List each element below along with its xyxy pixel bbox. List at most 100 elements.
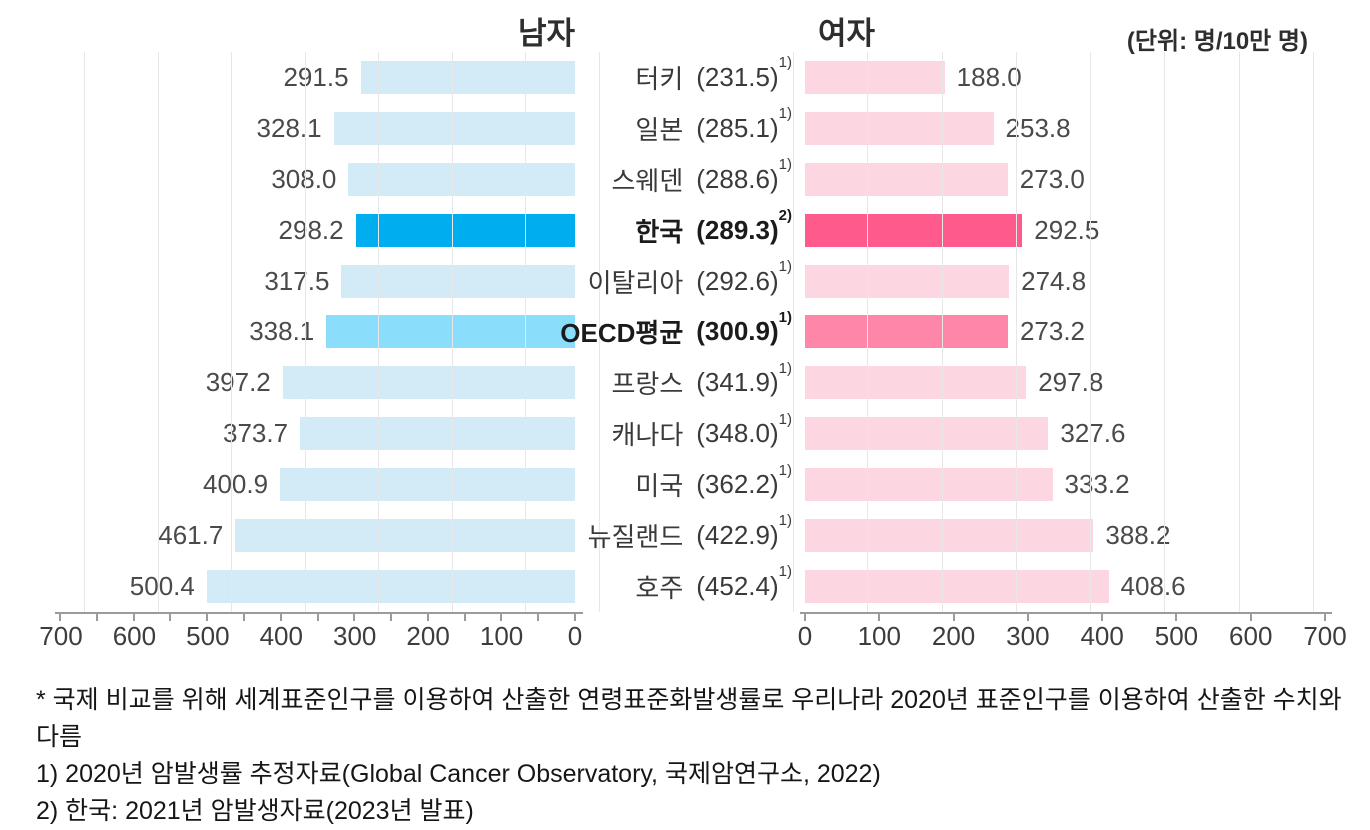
vertical-gridline — [1164, 52, 1166, 612]
men-axis-tick-label: 500 — [186, 621, 230, 651]
country-overall-value: (300.9)1) — [696, 308, 792, 347]
cancer-incidence-bilateral-chart: 남자 여자 (단위: 명/10만 명) 291.5 328.1 308.0 298.2… — [36, 16, 1347, 825]
vertical-gridline — [867, 52, 869, 612]
women-bar-row: 388.2 — [805, 510, 1325, 561]
men-value-label: 500.4 — [129, 571, 195, 602]
country-overall-value: (348.0)1) — [696, 410, 792, 449]
country-overall-value: (231.5)1) — [696, 54, 792, 92]
women-value-label: 333.2 — [1064, 469, 1130, 500]
women-bar — [805, 417, 1049, 451]
footnote-line: * 국제 비교를 위해 세계표준인구를 이용하여 산출한 연령표준화발생률로 우… — [36, 686, 1342, 751]
women-series-title: 여자 — [818, 16, 876, 51]
women-bar — [805, 213, 1023, 247]
country-overall-value: (422.9)1) — [696, 512, 792, 551]
women-value-label: 273.2 — [1019, 316, 1086, 347]
vertical-gridline — [304, 52, 306, 612]
vertical-gridline — [157, 52, 159, 612]
axis-tick — [132, 612, 135, 621]
women-axis-tick-label: 300 — [1006, 621, 1050, 651]
vertical-gridline — [1090, 52, 1092, 612]
footnote-ref: 1) — [778, 105, 792, 123]
footnote-line: 1) 2020년 암발생률 추정자료(Global Cancer Observa… — [36, 760, 881, 788]
men-bar — [355, 213, 575, 247]
footnote-ref: 1) — [778, 257, 792, 275]
women-bar — [805, 315, 1008, 349]
women-bar — [805, 468, 1053, 502]
women-bar — [805, 264, 1010, 298]
men-bar — [360, 60, 575, 94]
country-name: 이탈리아 — [587, 267, 684, 298]
footnote-ref: 1) — [778, 563, 792, 581]
men-value-label: 291.5 — [283, 61, 349, 92]
women-value-label: 327.6 — [1060, 418, 1126, 449]
footnote-ref: 1) — [778, 308, 792, 326]
vertical-gridline — [84, 52, 86, 612]
country-overall-value: (362.2)1) — [696, 461, 792, 500]
country-row: 프랑스 (341.9)1) — [575, 357, 805, 408]
women-axis-tick-label: 200 — [931, 621, 976, 651]
women-value-label: 188.0 — [956, 61, 1022, 92]
axis-tick — [353, 612, 356, 621]
axis-tick — [500, 612, 503, 621]
men-bar — [235, 519, 575, 553]
country-name: 일본 — [635, 114, 684, 145]
axis-tick — [463, 612, 466, 621]
axis-tick — [952, 612, 955, 621]
country-row: 스웨덴 (288.6)1) — [575, 154, 805, 205]
men-bar-row: 461.7 — [60, 510, 575, 561]
women-axis-tick-label: 0 — [797, 621, 813, 651]
axis-tick — [206, 612, 209, 621]
country-name: 터키 — [635, 63, 684, 94]
men-bar — [348, 162, 575, 196]
women-bar-row: 333.2 — [805, 459, 1325, 510]
vertical-gridline — [941, 52, 943, 612]
men-bar-row: 298.2 — [60, 205, 575, 256]
women-axis-tick-label: 400 — [1080, 621, 1124, 651]
men-bar-row: 373.7 — [60, 408, 575, 459]
men-bar-row: 308.0 — [60, 154, 575, 205]
men-value-label: 400.9 — [202, 469, 269, 500]
men-bar-row: 400.9 — [60, 459, 575, 510]
men-value-label: 461.7 — [158, 520, 224, 551]
country-overall-value: (341.9)1) — [696, 359, 792, 398]
country-row: OECD평균 (300.9)1) — [560, 307, 805, 358]
women-bar-row: 188.0 — [805, 52, 1325, 103]
country-row: 캐나다 (348.0)1) — [575, 408, 805, 459]
women-bar-row: 297.8 — [805, 357, 1325, 408]
women-bar — [805, 519, 1094, 553]
footnote-ref: 1) — [778, 512, 792, 530]
country-row: 이탈리아 (292.6)1) — [575, 256, 805, 307]
vertical-gridline — [451, 52, 453, 612]
footnote-ref: 1) — [778, 156, 792, 174]
women-x-axis-line — [800, 612, 1332, 614]
footnotes: * 국제 비교를 위해 세계표준인구를 이용하여 산출한 연령표준화발생률로 우… — [36, 682, 1370, 830]
men-axis-tick-label: 300 — [333, 621, 377, 651]
men-axis-tick-label: 100 — [479, 621, 524, 651]
vertical-gridline — [231, 52, 233, 612]
country-label-column: 터키 (231.5)1) 일본 (285.1)1) 스웨덴 (288.6)1) 한국 (289… — [560, 52, 805, 612]
country-overall-value: (285.1)1) — [696, 105, 792, 143]
axis-tick — [1101, 612, 1104, 621]
women-value-label: 273.0 — [1019, 163, 1085, 194]
men-axis-tick-label: 400 — [259, 621, 303, 651]
country-name: 호주 — [635, 573, 684, 604]
country-name: 한국 — [635, 216, 684, 247]
men-value-label: 308.0 — [271, 164, 336, 195]
axis-tick — [390, 612, 393, 621]
women-bar — [805, 570, 1109, 604]
men-bar-row: 317.5 — [60, 256, 575, 307]
axis-tick — [316, 612, 319, 621]
footnote-ref: 1) — [778, 359, 792, 377]
axis-tick — [537, 612, 540, 621]
women-value-label: 297.8 — [1038, 367, 1104, 398]
country-name: 뉴질랜드 — [587, 522, 684, 553]
men-bar-row: 338.1 — [60, 307, 575, 358]
vertical-gridline — [378, 52, 380, 612]
men-bars-plot: 291.5 328.1 308.0 298.2 317.5 338.1 397.2 373.7… — [60, 52, 575, 612]
women-value-label: 408.6 — [1120, 571, 1186, 602]
women-bar — [805, 60, 945, 94]
axis-tick — [279, 612, 282, 621]
vertical-gridline — [1313, 52, 1315, 612]
women-bar-row: 273.0 — [805, 154, 1325, 205]
men-axis-tick-label: 200 — [406, 621, 450, 651]
